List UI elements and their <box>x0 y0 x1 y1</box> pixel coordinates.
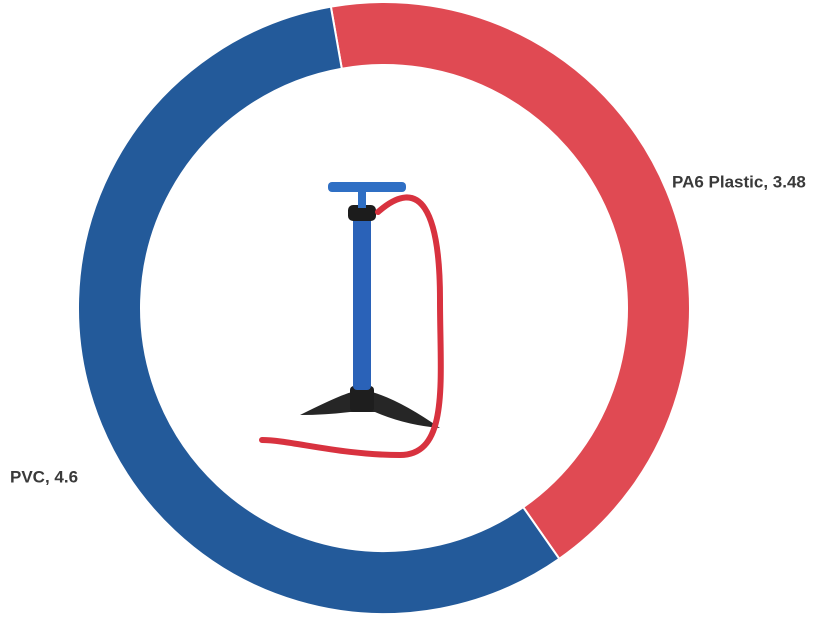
pump-foot <box>350 386 374 412</box>
pump-illustration <box>259 182 444 459</box>
pump-cap <box>348 205 376 221</box>
pump-shaft <box>358 188 366 208</box>
pump-handle <box>328 182 406 192</box>
pump-barrel <box>353 215 371 390</box>
data-label: PVC, 4.6 <box>10 467 78 486</box>
data-label: PA6 Plastic, 3.48 <box>672 172 806 191</box>
donut-segment <box>77 5 561 615</box>
donut-segment <box>329 1 691 561</box>
pump-hose <box>259 194 444 459</box>
